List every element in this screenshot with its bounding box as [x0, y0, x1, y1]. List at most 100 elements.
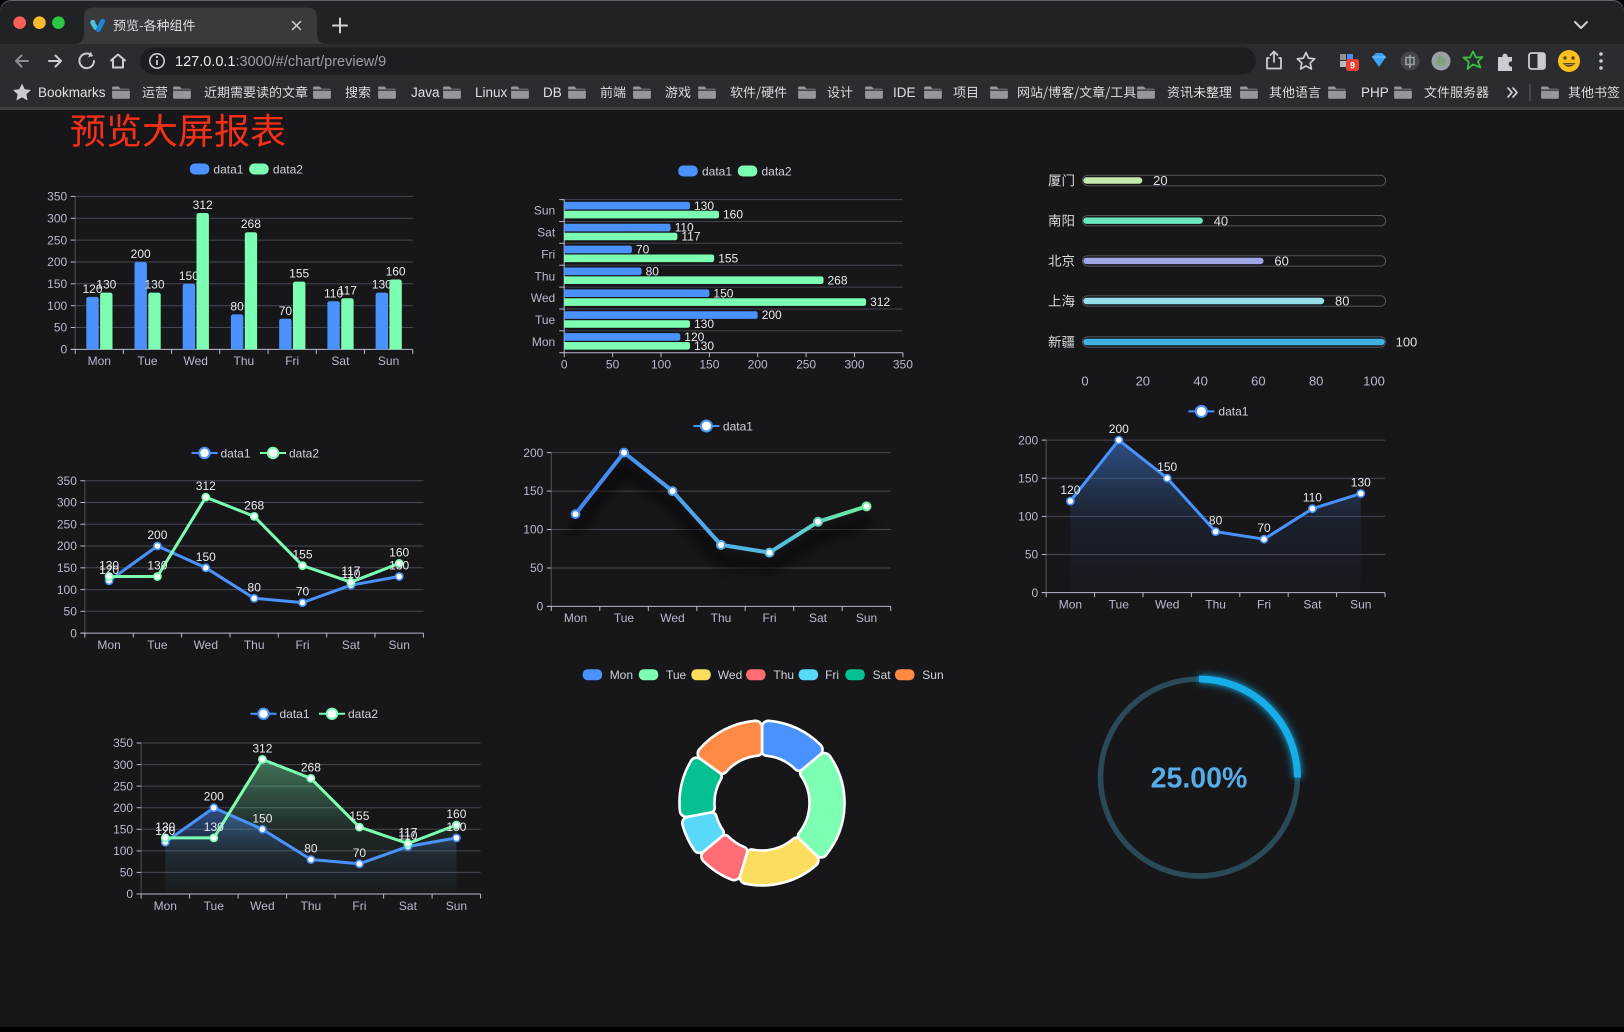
svg-text:150: 150 [699, 358, 719, 372]
svg-text:40: 40 [1193, 374, 1207, 389]
svg-text:0: 0 [70, 626, 77, 640]
svg-text:120: 120 [684, 330, 704, 344]
svg-text:Mon: Mon [1059, 597, 1082, 611]
svg-text:110: 110 [398, 829, 417, 843]
svg-text:Sat: Sat [537, 226, 556, 240]
svg-text:120: 120 [155, 824, 175, 838]
svg-text:130: 130 [694, 317, 714, 331]
svg-text:120: 120 [82, 282, 102, 296]
svg-text:100: 100 [1363, 374, 1385, 389]
svg-text:100: 100 [523, 523, 543, 537]
svg-text:Thu: Thu [234, 354, 255, 368]
svg-text:200: 200 [147, 528, 167, 542]
svg-text:50: 50 [54, 321, 68, 335]
svg-text:Thu: Thu [301, 899, 322, 913]
svg-text:Thu: Thu [711, 611, 732, 625]
svg-text:80: 80 [248, 580, 262, 594]
svg-text:25.00%: 25.00% [1151, 763, 1248, 795]
svg-text:0: 0 [1081, 374, 1088, 389]
svg-text:130: 130 [446, 820, 466, 834]
svg-text:Sat: Sat [342, 638, 361, 652]
svg-text:312: 312 [870, 295, 890, 309]
svg-text:Tue: Tue [666, 668, 687, 682]
svg-text:200: 200 [1018, 433, 1038, 447]
svg-text:130: 130 [372, 278, 392, 292]
svg-text:Thu: Thu [773, 668, 794, 682]
svg-text:9: 9 [1350, 60, 1355, 70]
svg-text:Wed: Wed [718, 668, 742, 682]
svg-text:Sun: Sun [389, 638, 410, 652]
svg-text:Tue: Tue [1109, 597, 1130, 611]
svg-text:100: 100 [651, 358, 671, 372]
svg-text:130: 130 [99, 559, 119, 573]
svg-text:Linux: Linux [475, 85, 508, 100]
svg-text:150: 150 [1157, 460, 1177, 474]
svg-text:200: 200 [762, 308, 782, 322]
svg-text:350: 350 [57, 474, 77, 488]
svg-text:Sat: Sat [399, 899, 418, 913]
svg-text:200: 200 [204, 790, 224, 804]
svg-text:117: 117 [681, 230, 700, 244]
svg-text:60: 60 [1251, 374, 1265, 389]
svg-text:70: 70 [1257, 521, 1271, 535]
svg-text:80: 80 [646, 264, 660, 278]
svg-text:150: 150 [113, 823, 133, 837]
svg-text:160: 160 [386, 265, 406, 279]
svg-text:160: 160 [389, 545, 409, 559]
svg-text:127.0.0.1:3000/#/chart/preview: 127.0.0.1:3000/#/chart/preview/9 [175, 54, 386, 70]
svg-text:0: 0 [61, 343, 68, 357]
svg-text:155: 155 [289, 267, 309, 281]
svg-text:200: 200 [523, 446, 543, 460]
svg-text:Mon: Mon [532, 335, 555, 349]
svg-text:20: 20 [1136, 374, 1150, 389]
svg-text:250: 250 [113, 779, 133, 793]
svg-text:268: 268 [244, 498, 264, 512]
svg-text:50: 50 [530, 561, 544, 575]
svg-text:70: 70 [296, 585, 310, 599]
svg-text:110: 110 [675, 221, 694, 235]
svg-text:Thu: Thu [244, 638, 265, 652]
svg-text:80: 80 [1335, 294, 1349, 309]
svg-text:0: 0 [561, 358, 568, 372]
svg-text:300: 300 [113, 758, 133, 772]
svg-text:Bookmarks: Bookmarks [38, 85, 106, 100]
svg-text:155: 155 [718, 251, 738, 265]
svg-text:Thu: Thu [1205, 597, 1226, 611]
svg-text:130: 130 [1351, 476, 1371, 490]
svg-text:250: 250 [796, 358, 816, 372]
svg-text:data1: data1 [213, 162, 243, 176]
svg-text:Sun: Sun [446, 899, 467, 913]
svg-text:Fri: Fri [763, 611, 777, 625]
svg-text:0: 0 [126, 887, 133, 901]
svg-text:Tue: Tue [535, 313, 556, 327]
svg-text:110: 110 [324, 286, 343, 300]
svg-text:117: 117 [341, 564, 360, 578]
svg-text:IDE: IDE [893, 85, 916, 100]
svg-text:Fri: Fri [296, 638, 310, 652]
svg-text:200: 200 [131, 247, 151, 261]
svg-text:130: 130 [694, 199, 714, 213]
svg-text:130: 130 [147, 559, 167, 573]
svg-text:150: 150 [196, 550, 216, 564]
svg-text:data1: data1 [221, 446, 251, 460]
svg-text:268: 268 [828, 273, 848, 287]
svg-text:250: 250 [47, 233, 67, 247]
svg-text:250: 250 [57, 517, 77, 531]
svg-text:Java: Java [411, 85, 440, 100]
svg-text:Mon: Mon [88, 354, 111, 368]
svg-text:312: 312 [193, 198, 213, 212]
svg-text:312: 312 [252, 741, 272, 755]
svg-text:DB: DB [543, 85, 562, 100]
svg-text:50: 50 [64, 605, 78, 619]
svg-text:117: 117 [338, 283, 357, 297]
svg-text:70: 70 [636, 243, 650, 257]
svg-text:155: 155 [349, 809, 369, 823]
svg-text:150: 150 [57, 561, 77, 575]
svg-text:80: 80 [1209, 514, 1223, 528]
svg-text:data2: data2 [348, 707, 378, 721]
svg-text:70: 70 [353, 846, 367, 860]
svg-text:Mon: Mon [97, 638, 120, 652]
svg-text:100: 100 [57, 583, 77, 597]
svg-text:300: 300 [57, 496, 77, 510]
svg-text:150: 150 [47, 277, 67, 291]
